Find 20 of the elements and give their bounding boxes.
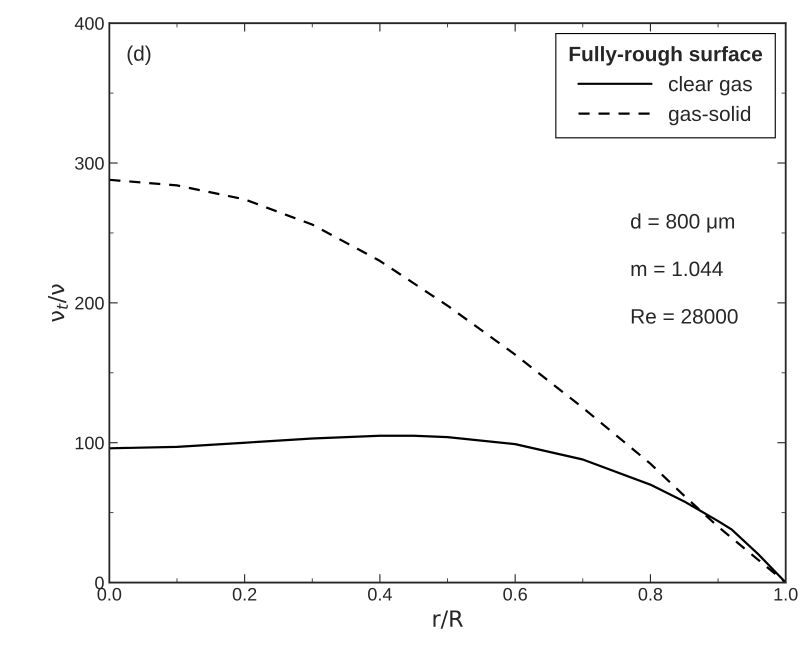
annotation: Re = 28000 <box>632 309 738 324</box>
x-tick-label: 1.0 <box>774 588 798 601</box>
legend-label: gas-solid <box>668 106 750 126</box>
x-axis-title: r/R <box>434 610 463 629</box>
annotation: (d) <box>128 46 150 65</box>
x-tick-label: 0.8 <box>638 588 662 601</box>
y-tick-label: 200 <box>75 296 104 310</box>
x-tick-label: 0.2 <box>232 588 256 601</box>
y-tick-label: 300 <box>75 156 104 170</box>
x-tick-label: 0.6 <box>503 588 527 601</box>
y-axis-title: ν$_{t}$/ν <box>48 284 68 322</box>
legend-title: Fully-rough surface <box>570 46 762 66</box>
x-tick-label: 0.0 <box>98 588 122 601</box>
y-tick-label: 0 <box>95 576 104 590</box>
y-tick-label: 100 <box>76 436 104 450</box>
annotation: d = 800 μm <box>631 213 734 232</box>
x-tick-label: 0.4 <box>368 588 392 601</box>
y-tick-label: 400 <box>74 17 104 30</box>
legend-label: clear gas <box>668 76 752 96</box>
annotation: m = 1.044 <box>632 261 723 276</box>
